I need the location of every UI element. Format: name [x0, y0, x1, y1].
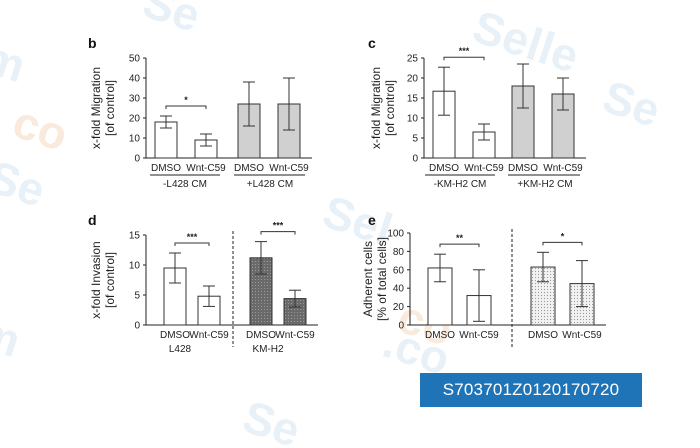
category-label: Wnt-C59	[189, 330, 229, 341]
significance-label: ***	[187, 232, 198, 242]
category-label: Wnt-C59	[459, 330, 499, 341]
chart-panel-c: c 0 5 10 15 20 25 x-fold Migration[of control] D…	[368, 35, 586, 190]
y-axis-label-line: [% of total cells]	[375, 237, 389, 321]
y-axis-label: Adherent cells[% of total cells]	[361, 237, 389, 321]
category-label: DMSO	[528, 330, 558, 341]
group-label: KM-H2	[252, 344, 284, 355]
y-tick-label: 0	[412, 154, 418, 165]
svg-text:Selle: Selle	[467, 0, 585, 83]
chart-panel-b: b 0 10 20 30 40 50 x-fold Migration[of control]…	[88, 35, 312, 190]
significance-bracket	[174, 242, 210, 246]
category-label: DMSO	[429, 163, 459, 174]
significance-bracket	[443, 56, 485, 61]
category-label: DMSO	[234, 163, 264, 174]
significance-label: *	[561, 231, 565, 241]
category-label: DMSO	[160, 330, 190, 341]
significance-bracket	[439, 243, 480, 248]
svg-text:co: co	[7, 95, 74, 161]
significance-bracket	[542, 241, 583, 246]
category-label: Wnt-C59	[186, 163, 226, 174]
category-label: Wnt-C59	[275, 330, 315, 341]
significance-bracket	[260, 231, 296, 235]
y-axis-label-line: x-fold Invasion	[89, 241, 103, 318]
y-tick-label: 25	[407, 54, 419, 65]
significance-label: ***	[459, 46, 470, 56]
panel-letter: e	[368, 212, 376, 228]
y-tick-label: 5	[412, 134, 418, 145]
svg-text:m: m	[0, 30, 32, 92]
y-tick-label: 20	[407, 74, 419, 85]
y-tick-label: 20	[393, 302, 405, 313]
y-tick-label: 0	[398, 321, 404, 332]
y-tick-label: 20	[129, 114, 141, 125]
category-label: DMSO	[508, 163, 538, 174]
y-tick-label: 10	[129, 134, 141, 145]
y-tick-label: 30	[129, 94, 141, 105]
category-label: DMSO	[246, 330, 276, 341]
y-axis-label-line: [of control]	[103, 252, 117, 308]
panel-letter: c	[368, 35, 376, 51]
svg-text:Se: Se	[137, 0, 207, 42]
y-axis-label-line: Adherent cells	[361, 241, 375, 317]
group-label: +L428 CM	[247, 179, 293, 190]
category-label: DMSO	[151, 163, 181, 174]
y-tick-label: 60	[393, 265, 405, 276]
svg-text:Se: Se	[0, 150, 51, 217]
y-tick-label: 0	[134, 154, 140, 165]
category-label: Wnt-C59	[269, 163, 309, 174]
significance-bracket	[165, 105, 207, 109]
significance-label: ***	[273, 221, 284, 231]
y-tick-label: 0	[134, 321, 140, 332]
category-label: Wnt-C59	[464, 163, 504, 174]
y-tick-label: 40	[393, 284, 405, 295]
y-axis-label-line: x-fold Migration	[89, 67, 103, 149]
y-tick-label: 5	[134, 291, 140, 302]
y-tick-label: 10	[407, 114, 419, 125]
y-tick-label: 10	[129, 261, 141, 272]
panel-letter: d	[88, 212, 97, 228]
group-label: L428	[169, 344, 192, 355]
y-axis-label: x-fold Migration[of control]	[89, 67, 117, 149]
y-axis-label-line: [of control]	[383, 80, 397, 136]
y-axis-label: x-fold Invasion[of control]	[89, 241, 117, 318]
y-axis-label: x-fold Migration[of control]	[369, 67, 397, 149]
y-tick-label: 100	[387, 229, 404, 240]
y-axis-label-line: x-fold Migration	[369, 67, 383, 149]
group-label: +KM-H2 CM	[517, 179, 572, 190]
category-label: Wnt-C59	[543, 163, 583, 174]
significance-label: *	[184, 95, 188, 105]
y-tick-label: 15	[407, 94, 419, 105]
group-label: -KM-H2 CM	[434, 179, 487, 190]
catalog-id-badge: S703701Z0120170720	[420, 373, 642, 407]
y-tick-label: 50	[129, 54, 141, 65]
panel-letter: b	[88, 35, 97, 51]
significance-label: **	[456, 233, 464, 243]
y-axis-label-line: [of control]	[103, 80, 117, 136]
y-tick-label: 15	[129, 231, 141, 242]
category-label: DMSO	[425, 330, 455, 341]
y-tick-label: 80	[393, 247, 405, 258]
group-label: -L428 CM	[163, 179, 207, 190]
category-label: Wnt-C59	[562, 330, 602, 341]
svg-text:Se: Se	[597, 70, 667, 137]
y-tick-label: 40	[129, 74, 141, 85]
svg-text:Se: Se	[237, 390, 307, 448]
svg-text:m: m	[0, 305, 27, 367]
